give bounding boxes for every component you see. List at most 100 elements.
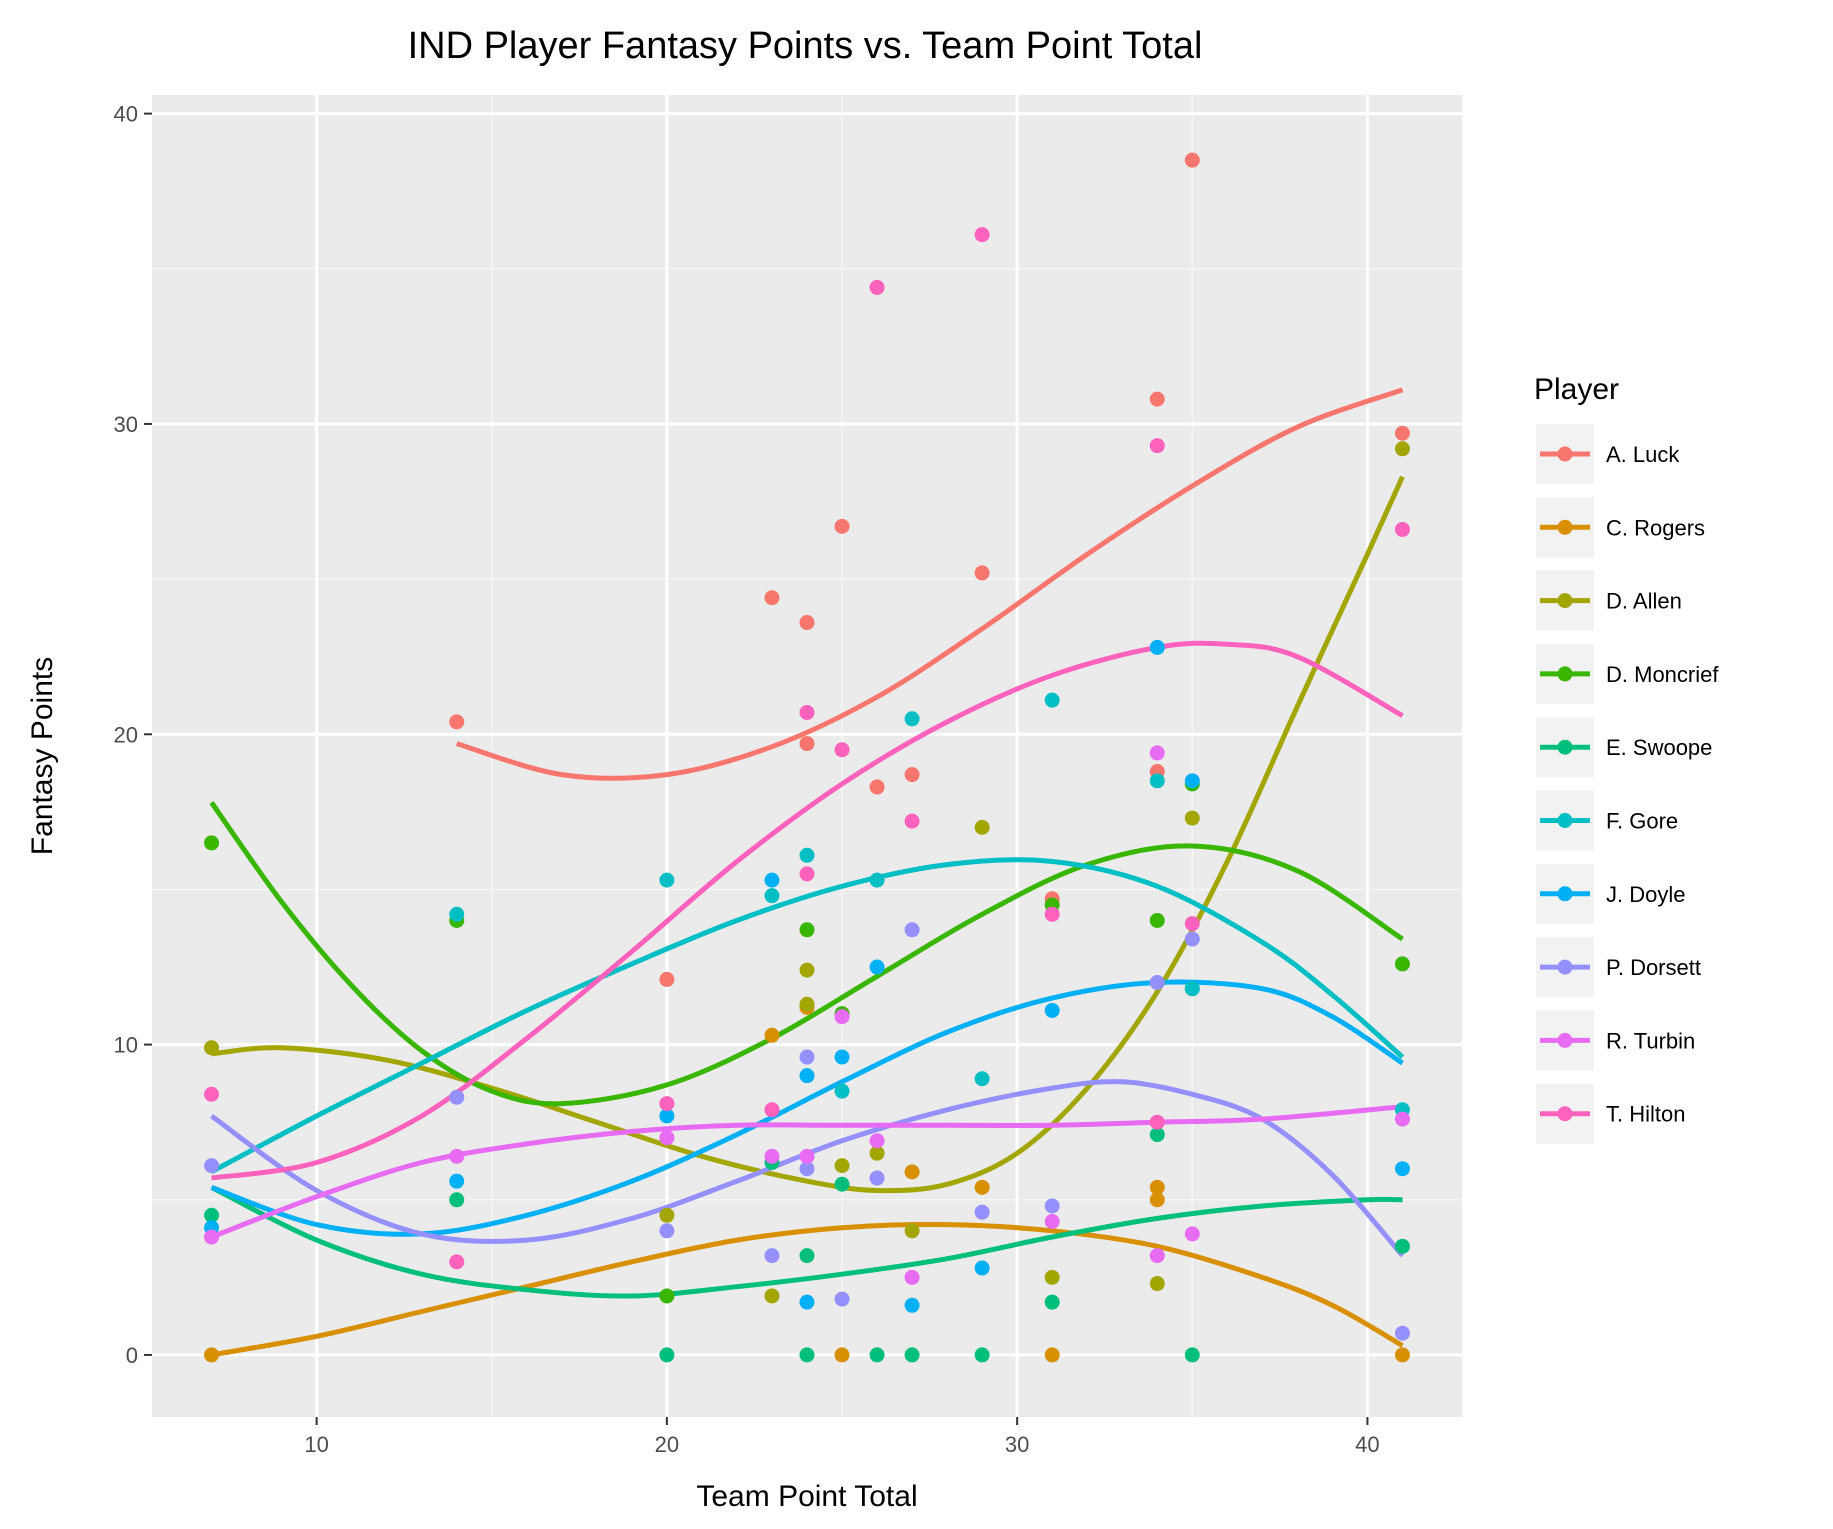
data-point bbox=[799, 705, 815, 721]
legend-point bbox=[1557, 1032, 1573, 1048]
data-point bbox=[1184, 1226, 1200, 1242]
data-point bbox=[1394, 956, 1410, 972]
data-point bbox=[449, 906, 465, 922]
x-axis-title: Team Point Total bbox=[696, 1480, 917, 1513]
data-point bbox=[1149, 1248, 1165, 1264]
data-point bbox=[799, 615, 815, 631]
legend-label: R. Turbin bbox=[1606, 1028, 1695, 1053]
data-point bbox=[799, 736, 815, 752]
legend-point bbox=[1557, 446, 1573, 462]
data-point bbox=[834, 1083, 850, 1099]
x-tick-label: 20 bbox=[655, 1432, 679, 1457]
legend-label: C. Rogers bbox=[1606, 515, 1705, 540]
data-point bbox=[869, 1347, 885, 1363]
data-point bbox=[764, 1148, 780, 1164]
x-tick-label: 30 bbox=[1005, 1432, 1029, 1457]
y-tick-label: 40 bbox=[114, 102, 138, 127]
data-point bbox=[1044, 1294, 1060, 1310]
data-point bbox=[1394, 425, 1410, 441]
data-point bbox=[1184, 152, 1200, 168]
data-point bbox=[869, 872, 885, 888]
smooth-line-aluck bbox=[455, 387, 1404, 781]
x-tick-label: 40 bbox=[1355, 1432, 1379, 1457]
data-point bbox=[204, 1229, 220, 1245]
smooth-line-dmoncrief bbox=[209, 801, 1404, 1107]
legend-point bbox=[1557, 1106, 1573, 1122]
chart-title: IND Player Fantasy Points vs. Team Point… bbox=[408, 25, 1203, 67]
smooth-line-rturbin bbox=[210, 1104, 1403, 1240]
data-point bbox=[659, 971, 675, 987]
data-point bbox=[904, 1347, 920, 1363]
legend-point bbox=[1557, 886, 1573, 902]
data-point bbox=[974, 227, 990, 243]
data-point bbox=[764, 1102, 780, 1118]
data-point bbox=[1184, 1347, 1200, 1363]
legend-label: D. Allen bbox=[1606, 589, 1682, 614]
data-point bbox=[834, 1291, 850, 1307]
x-axis: 10 20 30 40 bbox=[304, 1417, 1380, 1457]
data-point bbox=[659, 1288, 675, 1304]
data-point bbox=[1149, 639, 1165, 655]
data-point bbox=[974, 1347, 990, 1363]
data-point bbox=[799, 1248, 815, 1264]
data-point bbox=[449, 714, 465, 730]
legend-label: P. Dorsett bbox=[1606, 955, 1701, 980]
data-point bbox=[659, 1347, 675, 1363]
plot-panel bbox=[152, 95, 1462, 1417]
data-point bbox=[1149, 912, 1165, 928]
data-point bbox=[449, 1089, 465, 1105]
data-point bbox=[1184, 916, 1200, 932]
data-point bbox=[1149, 1192, 1165, 1208]
data-point bbox=[204, 835, 220, 851]
data-point bbox=[1149, 1179, 1165, 1195]
smooth-line-fgore bbox=[210, 857, 1405, 1175]
data-point bbox=[904, 1164, 920, 1180]
data-point bbox=[1149, 773, 1165, 789]
legend: Player A. Luck C. Rogers D. Allen D. Moncri… bbox=[1534, 373, 1719, 1144]
data-point bbox=[1184, 981, 1200, 997]
data-point bbox=[799, 1161, 815, 1177]
grid-minor bbox=[152, 95, 1462, 1417]
data-point bbox=[1044, 1002, 1060, 1018]
data-point bbox=[1394, 1347, 1410, 1363]
y-tick-label: 0 bbox=[126, 1343, 138, 1368]
legend-label: E. Swoope bbox=[1606, 735, 1712, 760]
data-point bbox=[659, 1130, 675, 1146]
legend-title: Player bbox=[1534, 373, 1619, 406]
legend-point bbox=[1557, 593, 1573, 609]
data-point bbox=[1149, 438, 1165, 454]
data-point bbox=[904, 922, 920, 938]
smooth-line-eswoope bbox=[210, 1185, 1403, 1299]
data-point bbox=[449, 1148, 465, 1164]
data-point bbox=[204, 1086, 220, 1102]
data-point bbox=[834, 1158, 850, 1174]
data-point bbox=[659, 1207, 675, 1223]
legend-label: D. Moncrief bbox=[1606, 662, 1719, 687]
data-point bbox=[799, 1148, 815, 1164]
data-point bbox=[764, 590, 780, 606]
data-point bbox=[1044, 1213, 1060, 1229]
data-point bbox=[974, 1179, 990, 1195]
data-point bbox=[904, 1297, 920, 1313]
y-tick-label: 30 bbox=[114, 412, 138, 437]
legend-label: F. Gore bbox=[1606, 809, 1678, 834]
data-point bbox=[764, 872, 780, 888]
legend-label: A. Luck bbox=[1606, 442, 1680, 467]
data-point bbox=[869, 779, 885, 795]
data-point bbox=[1184, 810, 1200, 826]
data-point bbox=[1044, 1198, 1060, 1214]
data-point bbox=[764, 1288, 780, 1304]
smooth-line-dallen bbox=[211, 475, 1405, 1194]
data-point bbox=[1149, 1276, 1165, 1292]
y-axis-title: Fantasy Points bbox=[26, 657, 59, 855]
data-point bbox=[1044, 1347, 1060, 1363]
data-point bbox=[834, 1009, 850, 1025]
data-point bbox=[659, 1223, 675, 1239]
smooth-lines bbox=[209, 387, 1405, 1358]
data-point bbox=[869, 1133, 885, 1149]
data-point bbox=[204, 1040, 220, 1056]
data-point bbox=[974, 1204, 990, 1220]
data-point bbox=[974, 1260, 990, 1276]
data-point bbox=[869, 1145, 885, 1161]
data-point bbox=[449, 1254, 465, 1270]
